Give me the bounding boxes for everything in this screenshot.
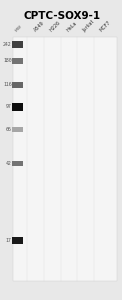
FancyBboxPatch shape xyxy=(12,41,23,48)
FancyBboxPatch shape xyxy=(12,103,23,111)
Text: 66: 66 xyxy=(6,127,12,132)
Text: 242: 242 xyxy=(3,42,12,47)
Text: 17: 17 xyxy=(6,238,12,243)
FancyBboxPatch shape xyxy=(12,127,23,132)
FancyBboxPatch shape xyxy=(12,237,23,244)
Text: MW: MW xyxy=(15,24,23,33)
Text: 97: 97 xyxy=(6,104,12,110)
FancyBboxPatch shape xyxy=(12,82,23,88)
Text: Jurkat: Jurkat xyxy=(82,19,96,33)
Text: 116: 116 xyxy=(3,82,12,87)
Text: CPTC-SOX9-1: CPTC-SOX9-1 xyxy=(23,11,101,21)
FancyBboxPatch shape xyxy=(12,161,23,166)
FancyBboxPatch shape xyxy=(12,58,23,64)
FancyBboxPatch shape xyxy=(13,37,117,281)
Text: A549: A549 xyxy=(33,20,45,33)
Text: 180: 180 xyxy=(3,58,12,63)
Text: 42: 42 xyxy=(6,161,12,166)
Text: HeLa: HeLa xyxy=(66,20,78,33)
Text: MCF7: MCF7 xyxy=(98,20,111,33)
Text: H226: H226 xyxy=(49,20,62,33)
